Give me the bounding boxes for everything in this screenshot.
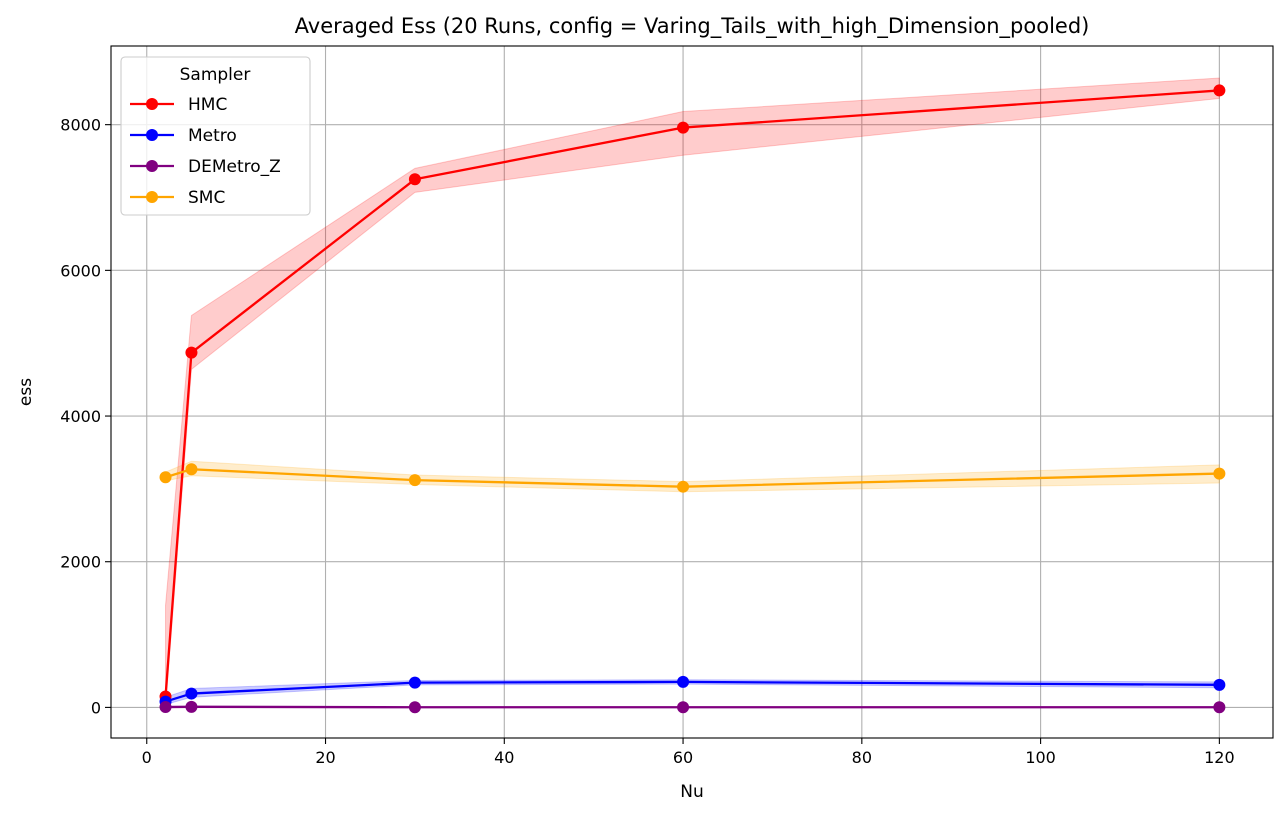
x-axis-ticks: 0 20 40 60 80 100 120	[142, 738, 1235, 767]
point-smc	[159, 471, 172, 484]
legend-box	[120, 56, 311, 216]
legend-label-metro: Metro	[188, 126, 237, 146]
legend-marker-smc	[146, 191, 158, 203]
x-axis-label: Nu	[680, 782, 704, 802]
x-tick-label: 40	[494, 748, 514, 767]
x-tick-label: 100	[1025, 748, 1056, 767]
legend-label-hmc: HMC	[188, 95, 227, 115]
point-metro	[677, 675, 690, 688]
point-metro	[185, 687, 198, 700]
series-markers	[159, 84, 1226, 714]
y-axis-label: ess	[16, 378, 36, 406]
legend-label-demetro-z: DEMetro_Z	[188, 157, 281, 177]
y-tick-label: 0	[91, 698, 101, 717]
confidence-bands	[165, 77, 1220, 708]
point-hmc	[677, 121, 690, 134]
x-tick-label: 60	[673, 748, 693, 767]
line-hmc	[164, 89, 1220, 697]
legend-marker-metro	[146, 129, 158, 141]
point-metro	[1213, 678, 1226, 691]
point-demetro-z	[677, 701, 690, 714]
y-tick-label: 2000	[60, 553, 101, 572]
legend-title: Sampler	[180, 65, 251, 85]
point-smc	[408, 474, 421, 487]
legend-entries: HMC Metro DEMetro_Z SMC	[130, 95, 281, 208]
legend: Sampler HMC Metro DEMetro_Z SMC	[120, 56, 311, 216]
point-demetro-z	[1213, 701, 1226, 714]
chart-title: Averaged Ess (20 Runs, config = Varing_T…	[295, 14, 1090, 39]
point-demetro-z	[408, 701, 421, 714]
point-demetro-z	[185, 700, 198, 713]
point-hmc	[185, 346, 198, 359]
point-smc	[1213, 467, 1226, 480]
y-tick-label: 6000	[60, 261, 101, 280]
point-hmc	[1213, 84, 1226, 97]
x-tick-label: 20	[315, 748, 335, 767]
x-tick-label: 80	[852, 748, 872, 767]
y-tick-label: 4000	[60, 407, 101, 426]
legend-label-smc: SMC	[188, 188, 225, 208]
point-metro	[408, 676, 421, 689]
plot-frame	[110, 45, 1274, 739]
point-smc	[677, 480, 690, 493]
legend-marker-hmc	[146, 98, 158, 110]
point-hmc	[408, 173, 421, 186]
point-demetro-z	[159, 701, 172, 714]
x-tick-label: 0	[142, 748, 152, 767]
x-tick-label: 120	[1204, 748, 1235, 767]
y-axis-ticks: 0 2000 4000 6000 8000	[60, 116, 111, 717]
y-tick-label: 8000	[60, 116, 101, 135]
series-lines	[164, 89, 1220, 709]
band-hmc	[165, 77, 1220, 708]
point-smc	[185, 463, 198, 476]
legend-marker-demetro-z	[146, 160, 158, 172]
